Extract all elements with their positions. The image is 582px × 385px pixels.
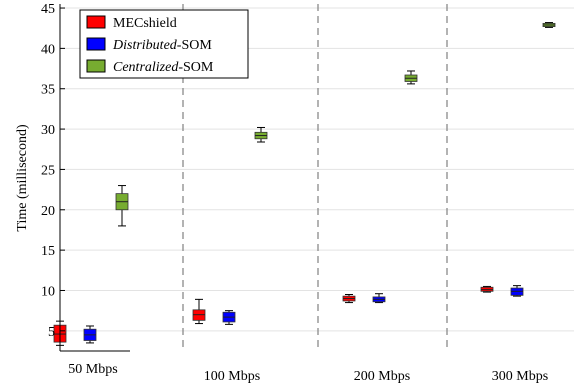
legend-label: Centralized-SOM [113,60,214,75]
y-tick-label: 20 [41,204,55,219]
legend-swatch [86,15,106,29]
box-plot-centralized-som [404,70,418,85]
box-plot-centralized-som [254,126,268,143]
legend-box [79,9,249,79]
box-plot-mecshield [192,298,206,325]
x-category-label: 100 Mbps [204,369,260,384]
legend-swatch [86,59,106,73]
box-plot-centralized-som [542,22,556,28]
box-plot-mecshield [480,285,494,293]
grid-lines [60,7,574,332]
y-tick-label: 5 [48,325,55,340]
box-plot-distributed-som [222,310,236,325]
y-tick-label: 30 [41,123,55,138]
legend-swatch [86,37,106,51]
y-tick-label: 35 [41,83,55,98]
box-plot-distributed-som [510,285,524,297]
group-separators [182,4,448,351]
x-category-label: 50 Mbps [68,362,117,377]
y-tick-label: 40 [41,42,55,57]
x-category-label: 300 Mbps [492,369,548,384]
box-plot-centralized-som [115,185,129,227]
axes: 5 10 15 20 25 30 35 40 45 50 Mbps 100 Mbps 200 Mbps… [41,2,548,384]
y-tick-label: 10 [41,284,55,299]
y-tick-label: 25 [41,163,55,178]
x-category-label: 200 Mbps [354,369,410,384]
legend-label: Distributed-SOM [112,38,212,53]
box-plot-distributed-som [372,293,386,304]
y-tick-label: 45 [41,2,55,17]
y-axis-label: Time (millisecond) [15,124,30,232]
box-plot-distributed-som [83,325,97,344]
y-tick-label: 15 [41,244,55,259]
box-plot-mecshield [342,294,356,304]
legend-label: MECshield [113,16,177,31]
legend: MECshield Distributed-SOM Centralized-SOM [79,9,249,79]
